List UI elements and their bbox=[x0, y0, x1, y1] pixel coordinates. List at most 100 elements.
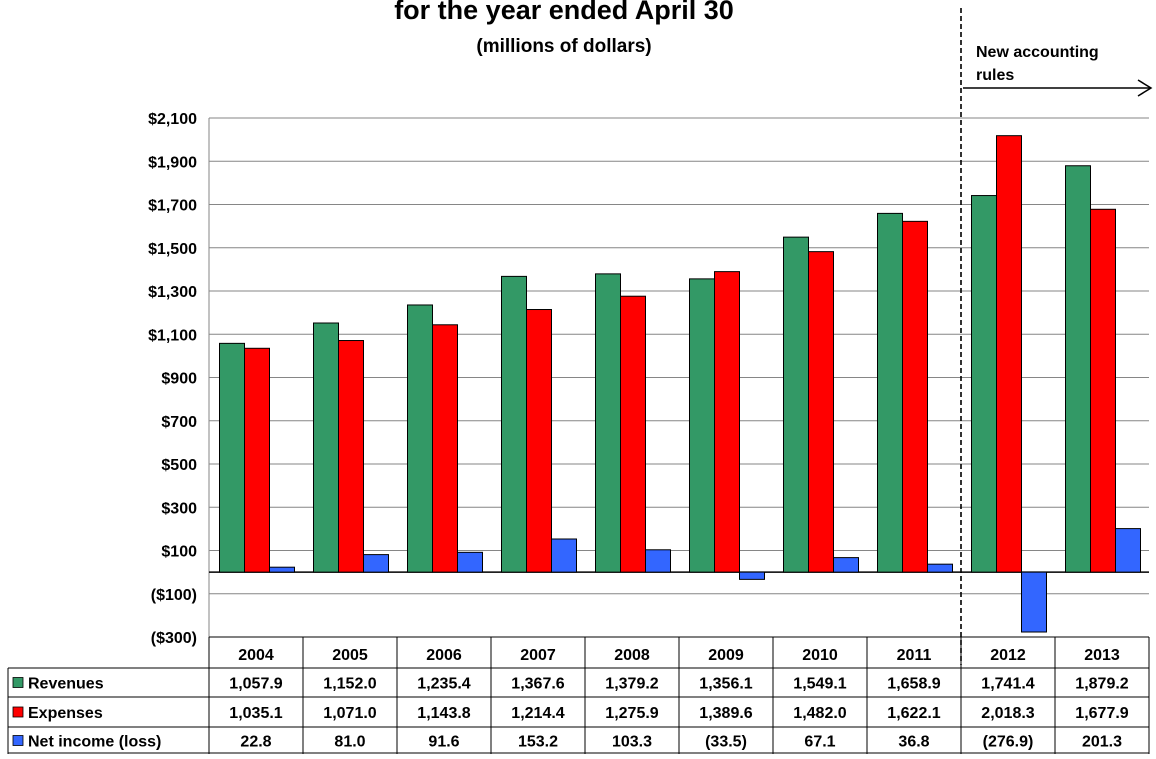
bar-net-2004 bbox=[269, 566, 295, 573]
data-label: 201.3 bbox=[1082, 734, 1122, 751]
data-label: 1,143.8 bbox=[417, 705, 470, 722]
y-tick-label: $300 bbox=[161, 500, 197, 517]
bar-revenues-2012 bbox=[971, 195, 997, 573]
bar-revenues-2008 bbox=[595, 273, 621, 573]
data-label: 36.8 bbox=[898, 734, 929, 751]
data-label: (33.5) bbox=[705, 734, 747, 751]
y-tick-label: $1,900 bbox=[148, 154, 197, 171]
data-table: 2004 2005 2006 2007 2008 2009 2010 2011 2012 2013… bbox=[7, 636, 1150, 754]
y-tick-label: $900 bbox=[161, 371, 197, 388]
y-tick-label: $1,500 bbox=[148, 241, 197, 258]
bar-expenses-2010 bbox=[808, 251, 834, 573]
data-label: 1,275.9 bbox=[605, 705, 658, 722]
bar-expenses-2011 bbox=[902, 220, 928, 573]
data-label: 1,389.6 bbox=[699, 705, 752, 722]
y-tick-label: ($100) bbox=[151, 587, 197, 604]
bar-revenues-2013 bbox=[1065, 165, 1091, 573]
legend-swatch bbox=[12, 706, 24, 718]
y-tick-label: $1,300 bbox=[148, 284, 197, 301]
category-label: 2011 bbox=[897, 647, 932, 664]
bar-revenues-2010 bbox=[783, 236, 809, 573]
bar-revenues-2004 bbox=[219, 342, 245, 573]
data-label: 1,057.9 bbox=[229, 676, 282, 693]
bar-revenues-2009 bbox=[689, 278, 715, 573]
data-label: 153.2 bbox=[518, 734, 558, 751]
data-label: 91.6 bbox=[428, 734, 459, 751]
data-label: (276.9) bbox=[983, 734, 1034, 751]
bar-net-2011 bbox=[927, 563, 953, 573]
category-label: 2009 bbox=[708, 647, 744, 664]
bar-net-2012 bbox=[1021, 571, 1047, 633]
data-label: 1,879.2 bbox=[1075, 676, 1128, 693]
data-label: 22.8 bbox=[240, 734, 271, 751]
y-tick-label: $700 bbox=[161, 414, 197, 431]
legend-label: Net income (loss) bbox=[28, 734, 161, 751]
bar-revenues-2006 bbox=[407, 304, 433, 573]
data-label: 1,235.4 bbox=[417, 676, 470, 693]
bar-expenses-2006 bbox=[432, 324, 458, 573]
bars bbox=[219, 135, 1141, 633]
legend-swatch bbox=[12, 677, 24, 688]
bar-revenues-2005 bbox=[313, 322, 339, 573]
category-label: 2008 bbox=[614, 647, 650, 664]
category-label: 2004 bbox=[238, 647, 274, 664]
gridlines bbox=[208, 117, 1149, 638]
data-label: 81.0 bbox=[334, 734, 365, 751]
bar-expenses-2009 bbox=[714, 271, 740, 573]
category-label: 2010 bbox=[802, 647, 838, 664]
y-tick-label: $1,100 bbox=[148, 327, 197, 344]
data-label: 1,677.9 bbox=[1075, 705, 1128, 722]
category-label: 2006 bbox=[426, 647, 462, 664]
data-label: 1,482.0 bbox=[793, 705, 846, 722]
bar-expenses-2008 bbox=[620, 295, 646, 573]
data-label: 1,741.4 bbox=[981, 676, 1034, 693]
bar-expenses-2012 bbox=[996, 135, 1022, 573]
legend-label: Expenses bbox=[28, 705, 103, 722]
data-label: 1,356.1 bbox=[699, 676, 752, 693]
bar-net-2008 bbox=[645, 549, 671, 573]
y-tick-label: ($300) bbox=[151, 630, 197, 647]
bar-expenses-2005 bbox=[338, 340, 364, 573]
bar-expenses-2013 bbox=[1090, 208, 1116, 573]
legend-label: Revenues bbox=[28, 676, 104, 693]
chart-title: for the year ended April 30 bbox=[394, 0, 734, 25]
category-label: 2013 bbox=[1084, 647, 1120, 664]
data-label: 1,367.6 bbox=[511, 676, 564, 693]
legend-swatch bbox=[12, 735, 24, 746]
data-label: 1,658.9 bbox=[887, 676, 940, 693]
bar-net-2009 bbox=[739, 571, 765, 580]
y-tick-label: $100 bbox=[161, 544, 197, 561]
y-tick-label: $500 bbox=[161, 457, 197, 474]
data-label: 1,071.0 bbox=[323, 705, 376, 722]
bar-net-2013 bbox=[1115, 528, 1141, 573]
data-label: 1,379.2 bbox=[605, 676, 658, 693]
annotation-line-2: rules bbox=[976, 67, 1014, 84]
bar-net-2006 bbox=[457, 551, 483, 573]
y-tick-label: $1,700 bbox=[148, 198, 197, 215]
annotation: New accounting rules bbox=[960, 8, 1153, 665]
data-label: 1,622.1 bbox=[887, 705, 940, 722]
chart-subtitle: (millions of dollars) bbox=[476, 36, 651, 57]
bar-revenues-2007 bbox=[501, 275, 527, 573]
annotation-line-1: New accounting bbox=[976, 44, 1099, 61]
data-label: 1,035.1 bbox=[229, 705, 282, 722]
bar-net-2005 bbox=[363, 554, 389, 573]
data-label: 1,152.0 bbox=[323, 676, 376, 693]
data-label: 2,018.3 bbox=[981, 705, 1034, 722]
data-label: 103.3 bbox=[612, 734, 652, 751]
data-label: 1,549.1 bbox=[793, 676, 846, 693]
category-label: 2007 bbox=[520, 647, 556, 664]
data-label: 1,214.4 bbox=[511, 705, 564, 722]
category-label: 2012 bbox=[990, 647, 1026, 664]
annotation-arrow-head bbox=[1137, 79, 1153, 97]
y-axis-ticks: ($300) ($100) $100 $300 $500 $700 $900 $1,100 $1… bbox=[148, 111, 197, 647]
bar-net-2010 bbox=[833, 557, 859, 573]
y-tick-label: $2,100 bbox=[148, 111, 197, 128]
bar-expenses-2007 bbox=[526, 309, 552, 573]
data-label: 67.1 bbox=[804, 734, 835, 751]
bar-revenues-2011 bbox=[877, 212, 903, 573]
category-label: 2005 bbox=[332, 647, 368, 664]
bar-expenses-2004 bbox=[244, 347, 270, 573]
